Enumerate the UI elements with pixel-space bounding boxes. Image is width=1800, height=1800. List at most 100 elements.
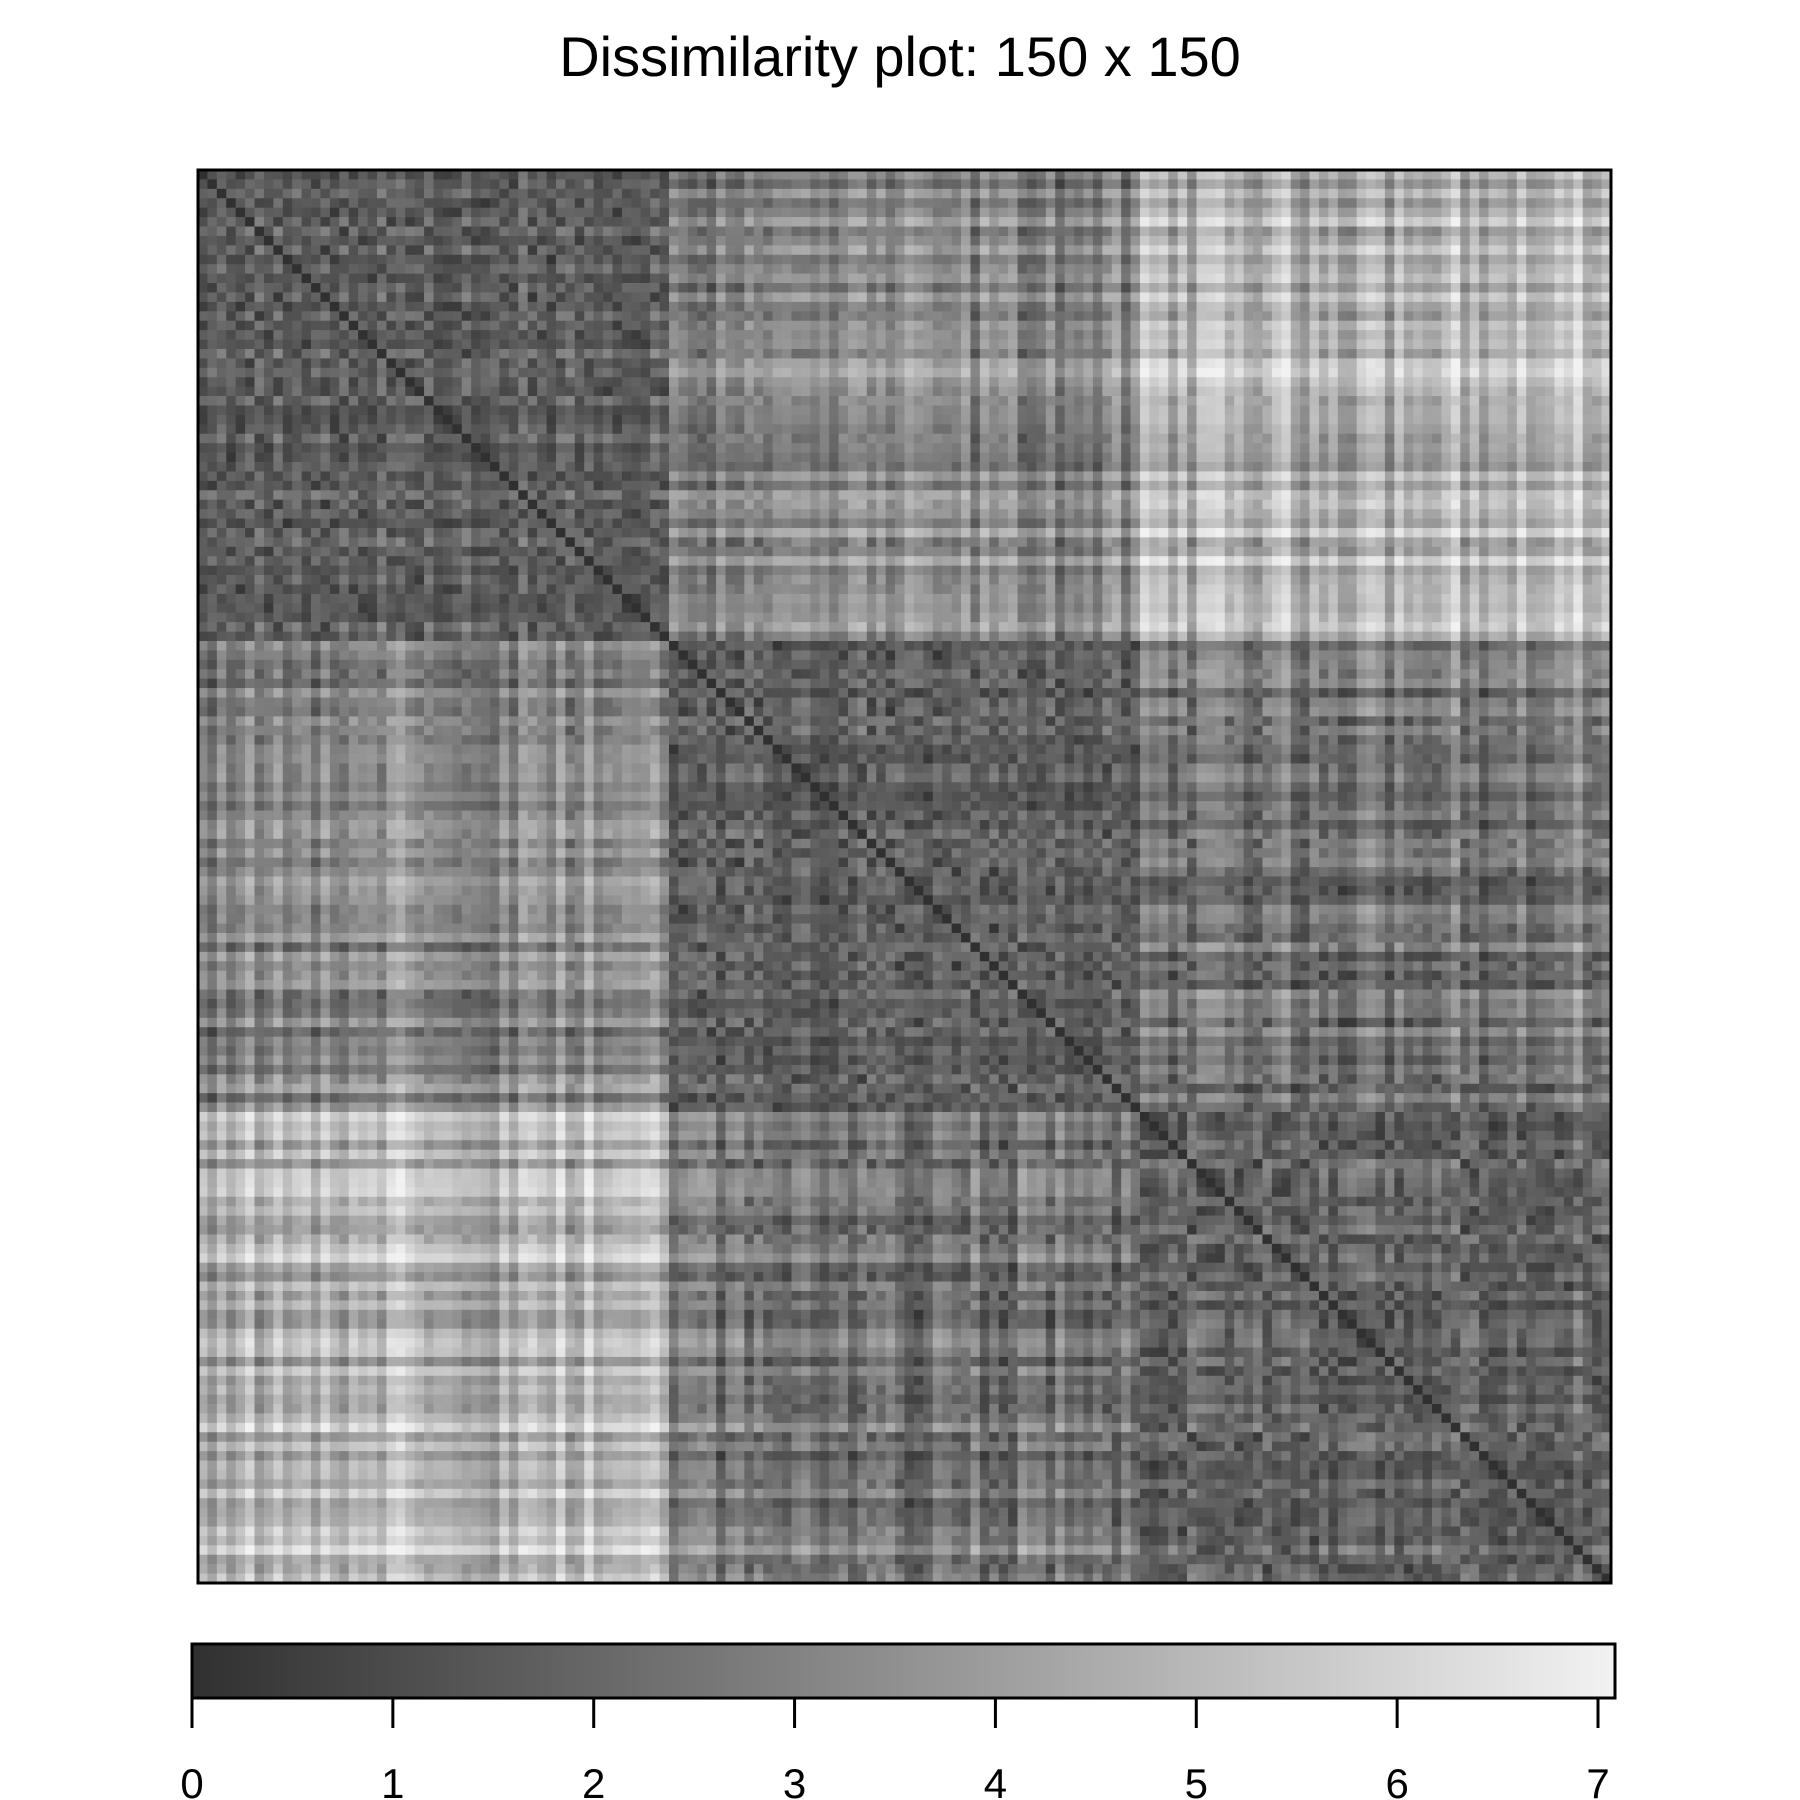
heatmap-cell bbox=[452, 217, 462, 227]
heatmap-cell bbox=[1451, 179, 1461, 189]
heatmap-cell bbox=[1441, 208, 1451, 218]
heatmap-cell bbox=[603, 217, 613, 227]
heatmap-cell bbox=[726, 255, 736, 265]
heatmap-cell bbox=[1121, 255, 1131, 265]
heatmap-cell bbox=[1338, 198, 1348, 208]
heatmap-cell bbox=[547, 236, 557, 246]
heatmap-cell bbox=[1102, 208, 1112, 218]
heatmap-cell bbox=[1131, 217, 1141, 227]
heatmap-cell bbox=[1498, 198, 1508, 208]
heatmap-cell bbox=[377, 227, 387, 237]
heatmap-cell bbox=[773, 255, 783, 265]
heatmap-cell bbox=[678, 227, 688, 237]
heatmap-cell bbox=[424, 236, 434, 246]
heatmap-cell bbox=[839, 236, 849, 246]
heatmap-cell bbox=[744, 245, 754, 255]
heatmap-cell bbox=[735, 217, 745, 227]
heatmap-cell bbox=[1338, 227, 1348, 237]
heatmap-cell bbox=[886, 227, 896, 237]
heatmap-cell bbox=[1149, 236, 1159, 246]
heatmap-cell bbox=[207, 217, 217, 227]
heatmap-cell bbox=[961, 255, 971, 265]
heatmap-cell bbox=[716, 227, 726, 237]
heatmap-cell bbox=[1300, 227, 1310, 237]
heatmap-cell bbox=[292, 179, 302, 189]
heatmap-cell bbox=[1517, 198, 1527, 208]
heatmap-cell bbox=[377, 198, 387, 208]
heatmap-cell bbox=[1432, 189, 1442, 199]
heatmap-cell bbox=[283, 227, 293, 237]
heatmap-cell bbox=[565, 208, 575, 218]
heatmap-cell bbox=[1451, 236, 1461, 246]
heatmap-cell bbox=[1272, 227, 1282, 237]
heatmap-cell bbox=[255, 245, 265, 255]
heatmap-cell bbox=[217, 255, 227, 265]
heatmap-cell bbox=[1244, 198, 1254, 208]
heatmap-cell bbox=[773, 198, 783, 208]
heatmap-cell bbox=[1046, 236, 1056, 246]
heatmap-cell bbox=[678, 217, 688, 227]
heatmap-cell bbox=[1046, 227, 1056, 237]
heatmap-cell bbox=[876, 217, 886, 227]
heatmap-cell bbox=[839, 227, 849, 237]
heatmap-cell bbox=[575, 198, 585, 208]
heatmap-cell bbox=[1036, 217, 1046, 227]
heatmap-cell bbox=[914, 245, 924, 255]
heatmap-cell bbox=[914, 208, 924, 218]
heatmap-cell bbox=[1394, 227, 1404, 237]
heatmap-cell bbox=[612, 189, 622, 199]
heatmap-cell bbox=[283, 217, 293, 227]
heatmap-cell bbox=[1517, 245, 1527, 255]
heatmap-cell bbox=[490, 255, 500, 265]
heatmap-cell bbox=[782, 208, 792, 218]
heatmap-cell bbox=[1385, 179, 1395, 189]
heatmap-cell bbox=[1291, 245, 1301, 255]
heatmap-cell bbox=[481, 245, 491, 255]
heatmap-cell bbox=[1404, 189, 1414, 199]
heatmap-cell bbox=[942, 179, 952, 189]
heatmap-cell bbox=[1376, 245, 1386, 255]
heatmap-cell bbox=[1102, 189, 1112, 199]
heatmap-cell bbox=[1319, 179, 1329, 189]
heatmap-cell bbox=[754, 198, 764, 208]
heatmap-cell bbox=[857, 245, 867, 255]
heatmap-cell bbox=[1460, 245, 1470, 255]
heatmap-cell bbox=[1441, 227, 1451, 237]
heatmap-cell bbox=[273, 236, 283, 246]
heatmap-cell bbox=[528, 198, 538, 208]
heatmap-cell bbox=[207, 198, 217, 208]
heatmap-cell bbox=[1244, 236, 1254, 246]
heatmap-cell bbox=[349, 255, 359, 265]
heatmap-cell bbox=[1347, 208, 1357, 218]
heatmap-cell bbox=[1262, 198, 1272, 208]
heatmap-cell bbox=[320, 179, 330, 189]
heatmap-cell bbox=[660, 236, 670, 246]
heatmap-cell bbox=[226, 245, 236, 255]
heatmap-cell bbox=[1065, 179, 1075, 189]
heatmap-cell bbox=[1187, 198, 1197, 208]
heatmap-cell bbox=[923, 227, 933, 237]
heatmap-cell bbox=[1394, 179, 1404, 189]
heatmap-cell bbox=[961, 179, 971, 189]
heatmap-cell bbox=[669, 179, 679, 189]
heatmap-cell bbox=[302, 179, 312, 189]
heatmap-cell bbox=[810, 245, 820, 255]
heatmap-cell bbox=[839, 217, 849, 227]
heatmap-cell bbox=[999, 245, 1009, 255]
heatmap-cell bbox=[1498, 227, 1508, 237]
heatmap-cell bbox=[1036, 189, 1046, 199]
heatmap-cell bbox=[481, 236, 491, 246]
heatmap-cell bbox=[1065, 236, 1075, 246]
heatmap-cell bbox=[622, 198, 632, 208]
heatmap-cell bbox=[1159, 227, 1169, 237]
heatmap-cell bbox=[1262, 255, 1272, 265]
heatmap-cell bbox=[1159, 245, 1169, 255]
heatmap-cell bbox=[697, 179, 707, 189]
heatmap-cell bbox=[933, 189, 943, 199]
heatmap-cell bbox=[631, 179, 641, 189]
heatmap-cell bbox=[386, 236, 396, 246]
heatmap-cell bbox=[1347, 217, 1357, 227]
heatmap-cell bbox=[1036, 255, 1046, 265]
heatmap-cell bbox=[773, 179, 783, 189]
heatmap-cell bbox=[905, 217, 915, 227]
